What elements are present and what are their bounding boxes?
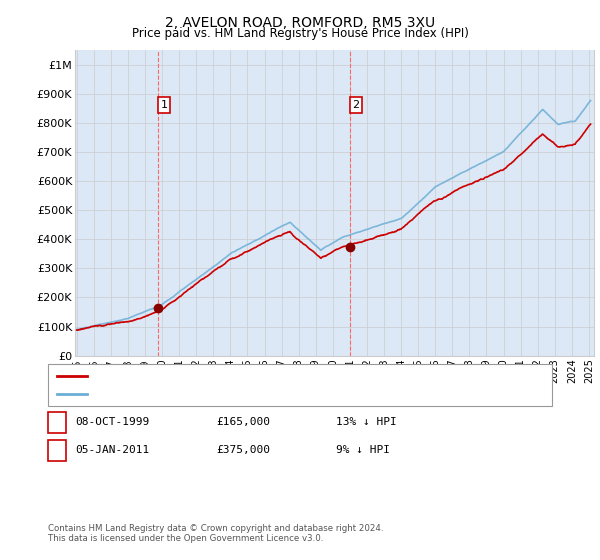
Text: 05-JAN-2011: 05-JAN-2011: [75, 445, 149, 455]
Text: Price paid vs. HM Land Registry's House Price Index (HPI): Price paid vs. HM Land Registry's House …: [131, 27, 469, 40]
Text: 2: 2: [53, 444, 61, 457]
Text: 13% ↓ HPI: 13% ↓ HPI: [336, 417, 397, 427]
Text: £165,000: £165,000: [216, 417, 270, 427]
Text: 1: 1: [53, 416, 61, 429]
Text: 2: 2: [352, 100, 359, 110]
Text: 1: 1: [160, 100, 167, 110]
Text: 08-OCT-1999: 08-OCT-1999: [75, 417, 149, 427]
Text: £375,000: £375,000: [216, 445, 270, 455]
Text: 2, AVELON ROAD, ROMFORD, RM5 3XU: 2, AVELON ROAD, ROMFORD, RM5 3XU: [165, 16, 435, 30]
Text: 2, AVELON ROAD, ROMFORD, RM5 3XU (detached house): 2, AVELON ROAD, ROMFORD, RM5 3XU (detach…: [91, 371, 388, 381]
Text: HPI: Average price, detached house, Havering: HPI: Average price, detached house, Have…: [91, 389, 331, 399]
Text: Contains HM Land Registry data © Crown copyright and database right 2024.
This d: Contains HM Land Registry data © Crown c…: [48, 524, 383, 543]
Text: 9% ↓ HPI: 9% ↓ HPI: [336, 445, 390, 455]
